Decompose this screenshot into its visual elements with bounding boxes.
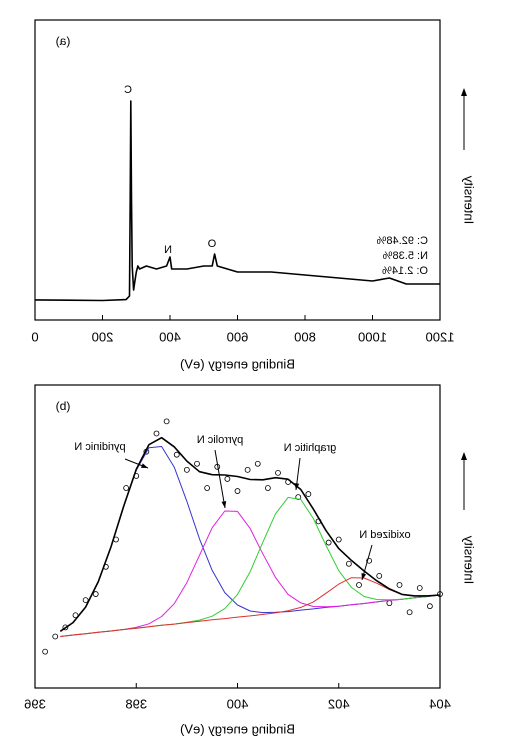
data-point (204, 485, 211, 491)
data-point (335, 536, 342, 543)
data-point (173, 451, 180, 458)
annotation: O (207, 238, 216, 250)
panel-label: (b) (56, 399, 71, 413)
x-tick-label: 1000 (358, 329, 387, 344)
data-point (123, 485, 130, 491)
series-label: graphitic N (284, 442, 337, 454)
y-axis-title: Intensity (462, 535, 477, 584)
data-point (376, 572, 383, 579)
x-tick-label: 400 (227, 696, 249, 711)
data-point (356, 582, 362, 588)
data-point (416, 585, 423, 591)
label-arrow (214, 449, 226, 509)
data-point (305, 491, 312, 497)
series-line (60, 577, 441, 637)
series-line (59, 436, 441, 632)
label-arrow-head (361, 573, 367, 580)
data-point (254, 460, 261, 467)
data-point (295, 494, 302, 501)
data-point (183, 466, 190, 473)
x-tick-label: 396 (24, 696, 46, 711)
label-arrow-head (141, 463, 148, 468)
x-tick-label: 398 (125, 696, 147, 711)
data-point (92, 591, 99, 597)
data-point (345, 560, 352, 567)
x-axis-title: Binding energy (eV) (180, 356, 295, 371)
data-point (366, 557, 373, 564)
data-point (224, 476, 231, 482)
annotation: O: 2.14% (382, 265, 428, 277)
x-tick-label: 404 (429, 696, 451, 711)
series-label: pyridinic N (74, 441, 125, 453)
y-axis-title: Intensity (462, 175, 477, 224)
data-point (325, 539, 332, 546)
data-point (52, 633, 59, 640)
panel-label: (a) (56, 34, 71, 48)
annotation: N: 5.38% (383, 250, 428, 262)
data-point (82, 597, 89, 604)
data-point (396, 582, 403, 588)
data-point (163, 418, 170, 425)
data-point (406, 609, 413, 616)
x-tick-label: 402 (328, 696, 350, 711)
data-point (437, 591, 443, 597)
data-point (426, 603, 433, 610)
series-label: oxidized N (359, 529, 410, 541)
data-point (194, 460, 200, 467)
y-arrow-head (461, 452, 467, 460)
series-line (34, 100, 440, 302)
x-axis-title: Binding energy (eV) (180, 721, 295, 736)
x-tick-label: 200 (92, 329, 114, 344)
data-point (42, 648, 49, 655)
data-point (153, 430, 160, 437)
series-label: pyrrolic N (197, 434, 244, 446)
data-point (62, 624, 69, 631)
x-tick-label: 0 (31, 329, 38, 344)
data-point (244, 466, 251, 473)
annotation: C: 92.48% (376, 235, 428, 247)
annotation: N (164, 244, 172, 256)
data-point (264, 485, 271, 491)
x-tick-label: 400 (159, 329, 181, 344)
y-arrow-head (461, 88, 467, 96)
annotation: C (124, 84, 132, 96)
x-tick-label: 1200 (426, 329, 455, 344)
label-arrow-head (221, 501, 227, 508)
data-point (234, 488, 241, 494)
x-tick-label: 800 (294, 329, 316, 344)
x-tick-label: 600 (227, 329, 249, 344)
data-point (275, 469, 281, 476)
